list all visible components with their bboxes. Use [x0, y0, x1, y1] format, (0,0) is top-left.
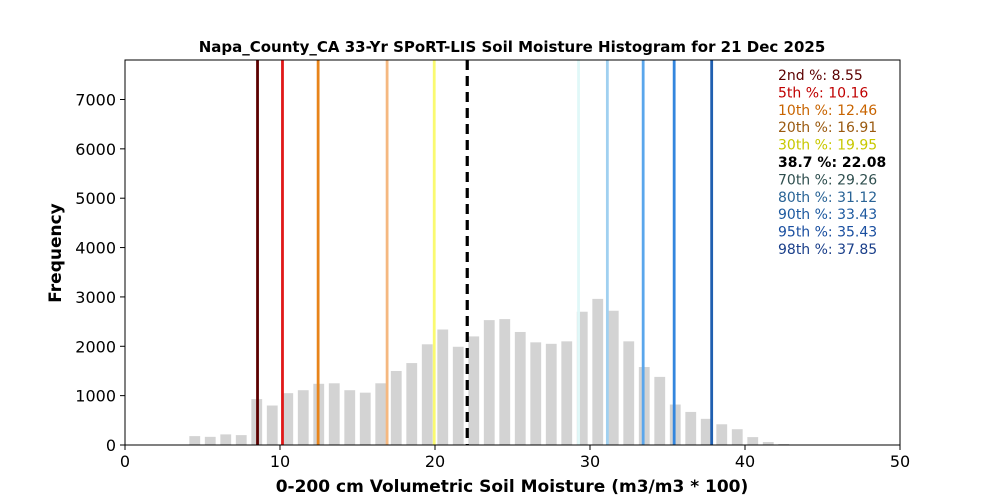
bars-layer — [189, 298, 790, 445]
percentile-label: 38.7 %: 22.08 — [778, 155, 886, 171]
histogram-bar — [654, 376, 666, 445]
histogram-bar — [545, 343, 557, 445]
percentile-label: 10th %: 12.46 — [778, 103, 877, 119]
y-tick-label: 4000 — [75, 239, 116, 258]
histogram-bar — [716, 424, 728, 445]
histogram-bar — [623, 341, 635, 445]
histogram-bar — [607, 310, 619, 445]
percentile-lines-layer — [256, 60, 714, 445]
percentile-label: 2nd %: 8.55 — [778, 68, 863, 84]
histogram-bar — [297, 390, 309, 445]
x-tick-label: 20 — [425, 452, 445, 471]
percentile-label: 90th %: 33.43 — [778, 207, 877, 223]
histogram-bar — [359, 392, 371, 445]
histogram-bar — [220, 434, 232, 445]
y-axis-label: Frequency — [46, 203, 66, 303]
percentile-label: 20th %: 16.91 — [778, 120, 877, 136]
y-tick-label: 1000 — [75, 387, 116, 406]
histogram-bar — [189, 436, 201, 445]
plot-frame — [124, 59, 901, 446]
histogram-bar — [592, 298, 604, 445]
histogram-bar — [328, 383, 340, 445]
percentile-label: 80th %: 31.12 — [778, 190, 877, 206]
x-tick-label: 50 — [890, 452, 910, 471]
histogram-bar — [266, 405, 278, 445]
axes-layer: 0 10 20 30 40 50 0 1000 2000 3000 4000 5000 6000 7000 — [75, 59, 910, 471]
percentile-label: 98th %: 37.85 — [778, 242, 877, 258]
histogram-bar — [731, 429, 743, 445]
chart-title: Napa_County_CA 33-Yr SPoRT-LIS Soil Mois… — [199, 38, 826, 56]
histogram-bar — [437, 329, 449, 445]
histogram-bar — [762, 442, 774, 445]
histogram-bar — [747, 437, 759, 445]
percentile-label: 30th %: 19.95 — [778, 138, 877, 154]
histogram-bar — [483, 320, 495, 445]
x-tick-label: 40 — [735, 452, 755, 471]
percentile-label: 5th %: 10.16 — [778, 85, 868, 101]
y-tick-label: 3000 — [75, 288, 116, 307]
y-tick-label: 6000 — [75, 140, 116, 159]
histogram-bar — [390, 370, 402, 445]
histogram-bar — [406, 363, 418, 445]
histogram-bar — [421, 344, 433, 445]
histogram-bar — [576, 311, 588, 445]
histogram-bar — [700, 418, 712, 445]
histogram-bar — [375, 383, 387, 445]
histogram-bar — [561, 341, 573, 445]
histogram-bar — [530, 342, 542, 445]
histogram-bar — [344, 390, 356, 445]
histogram-bar — [499, 319, 511, 445]
percentile-label: 95th %: 35.43 — [778, 225, 877, 241]
histogram-bar — [468, 336, 480, 445]
y-tick-label: 2000 — [75, 337, 116, 356]
x-tick-label: 0 — [120, 452, 130, 471]
histogram-bar — [282, 393, 294, 445]
y-tick-label: 5000 — [75, 189, 116, 208]
histogram-bar — [204, 436, 216, 445]
x-axis-label: 0-200 cm Volumetric Soil Moisture (m3/m3… — [276, 477, 749, 497]
x-tick-label: 30 — [580, 452, 600, 471]
histogram-bar — [452, 346, 464, 445]
histogram-bar — [685, 411, 697, 445]
percentile-label: 70th %: 29.26 — [778, 172, 877, 188]
y-tick-label: 0 — [106, 436, 116, 455]
y-tick-label: 7000 — [75, 90, 116, 109]
x-tick-label: 10 — [270, 452, 290, 471]
histogram-bar — [514, 331, 526, 445]
histogram-bar — [235, 435, 247, 445]
